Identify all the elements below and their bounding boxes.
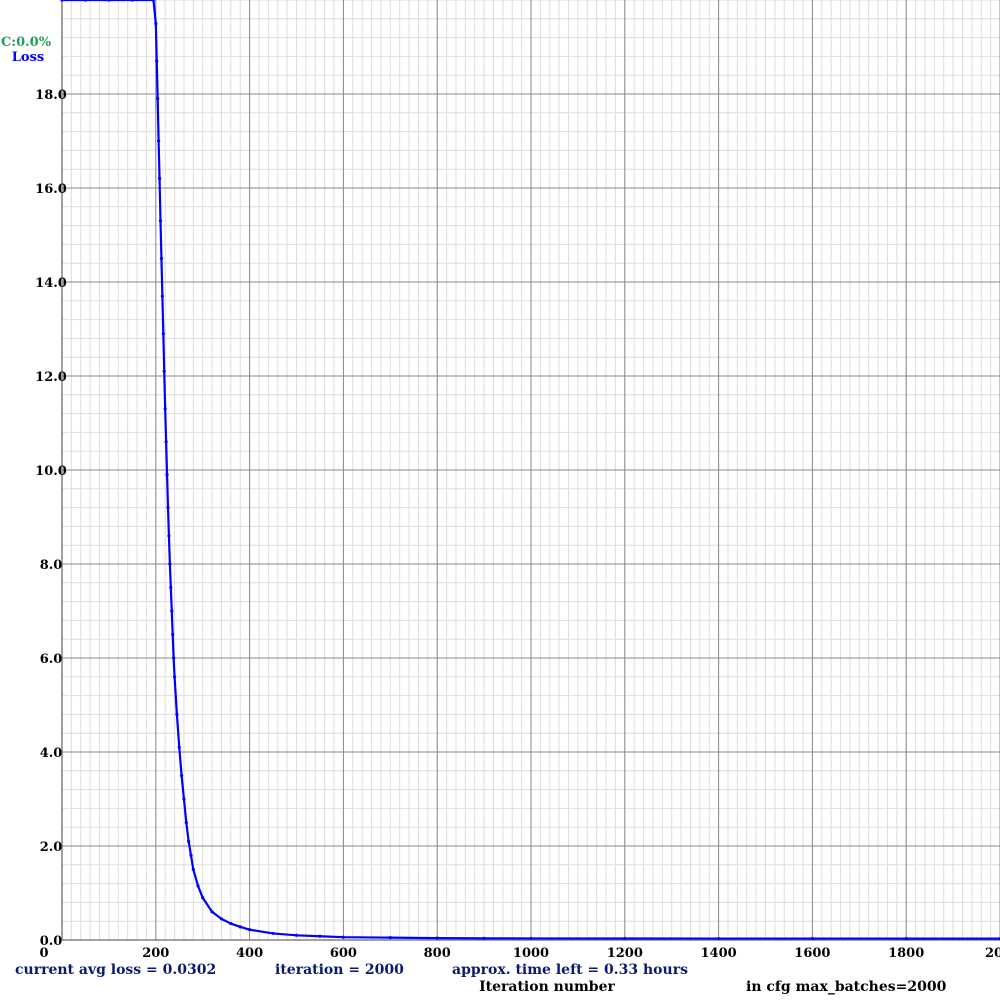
loss-point — [159, 256, 164, 261]
x-tick-label: 1600 — [794, 946, 830, 961]
loss-point — [294, 933, 299, 937]
loss-point — [184, 820, 188, 825]
loss-point — [219, 917, 224, 921]
avg-loss-status: current avg loss = 0.0302 — [15, 962, 216, 978]
y-tick-label: 8.0 — [40, 558, 63, 573]
loss-point — [904, 936, 908, 941]
x-tick-label: 1200 — [607, 946, 643, 961]
accuracy-label: C:0.0% — [1, 35, 52, 50]
loss-point — [157, 139, 161, 143]
x-tick-label: 2000 — [985, 946, 1000, 961]
loss-point — [435, 936, 439, 940]
loss-point — [238, 925, 242, 929]
loss-point — [318, 934, 322, 938]
loss-point — [164, 440, 168, 444]
loss-point — [162, 369, 166, 373]
loss-point — [388, 936, 392, 940]
loss-point — [165, 473, 169, 477]
x-tick-label: 400 — [236, 946, 263, 961]
y-tick-label: 2.0 — [40, 840, 63, 855]
loss-point — [187, 839, 191, 843]
loss-point — [175, 712, 179, 717]
loss-point — [248, 928, 252, 932]
loss-point — [191, 867, 195, 872]
loss-point — [341, 935, 345, 939]
loss-point — [189, 853, 193, 858]
max-batches-status: in cfg max_batches=2000 — [746, 979, 947, 995]
y-tick-label: 12.0 — [35, 370, 67, 385]
loss-point — [168, 562, 172, 566]
loss-point — [482, 936, 486, 940]
loss-point — [169, 585, 173, 590]
loss-point — [155, 59, 159, 63]
loss-point — [60, 0, 64, 2]
y-tick-label: 0.0 — [40, 934, 63, 949]
x-tick-labels: 0 200 400 600 800 1000 1200 1400 1600 1800 2000 — [39, 946, 1000, 961]
loss-point — [623, 936, 627, 941]
loss-point — [810, 936, 815, 941]
loss-point — [167, 534, 171, 538]
y-tick-label: 4.0 — [40, 746, 63, 761]
y-tick-label: 14.0 — [35, 276, 67, 291]
x-tick-label: 0 — [39, 946, 48, 961]
loss-axis-label: Loss — [12, 50, 44, 65]
series-layer — [60, 0, 1000, 941]
y-tick-label: 6.0 — [40, 652, 63, 667]
x-tick-label: 800 — [424, 946, 451, 961]
y-tick-label: 18.0 — [35, 88, 67, 103]
loss-series-line — [62, 0, 1000, 940]
x-tick-label: 600 — [330, 946, 357, 961]
loss-point — [130, 0, 134, 2]
time-left-status: approx. time left = 0.33 hours — [452, 962, 688, 978]
y-tick-labels: 0.0 2.0 4.0 6.0 8.0 10.0 12.0 14.0 16.0 18.0 — [35, 88, 67, 949]
loss-point — [171, 632, 175, 637]
x-tick-label: 1400 — [701, 946, 737, 961]
y-tick-label: 16.0 — [35, 182, 67, 197]
loss-point — [271, 931, 275, 936]
y-tick-label: 10.0 — [35, 464, 67, 479]
loss-point — [182, 797, 186, 801]
loss-point — [717, 936, 721, 941]
loss-point — [107, 0, 111, 2]
loss-point — [229, 921, 233, 926]
loss-point — [179, 773, 184, 778]
iteration-status: iteration = 2000 — [275, 962, 404, 978]
loss-point — [172, 675, 177, 679]
loss-point — [163, 407, 167, 411]
x-tick-label: 1800 — [888, 946, 924, 961]
loss-point — [157, 177, 162, 181]
x-tick-label: 1000 — [513, 946, 549, 961]
loss-point — [201, 896, 205, 900]
x-tick-label: 200 — [142, 946, 169, 961]
loss-point — [160, 294, 164, 298]
loss-point — [161, 332, 165, 336]
loss-point — [177, 745, 181, 749]
loss-point — [170, 609, 174, 613]
x-axis-label: Iteration number — [479, 979, 615, 995]
loss-point — [529, 936, 533, 941]
loss-point — [158, 219, 163, 223]
loss-point — [154, 21, 158, 26]
loss-point — [196, 884, 200, 888]
loss-point — [210, 910, 214, 914]
loss-point — [83, 0, 88, 2]
loss-point — [151, 0, 156, 2]
loss-point — [156, 97, 160, 101]
loss-point — [172, 656, 176, 660]
loss-point — [166, 506, 170, 510]
